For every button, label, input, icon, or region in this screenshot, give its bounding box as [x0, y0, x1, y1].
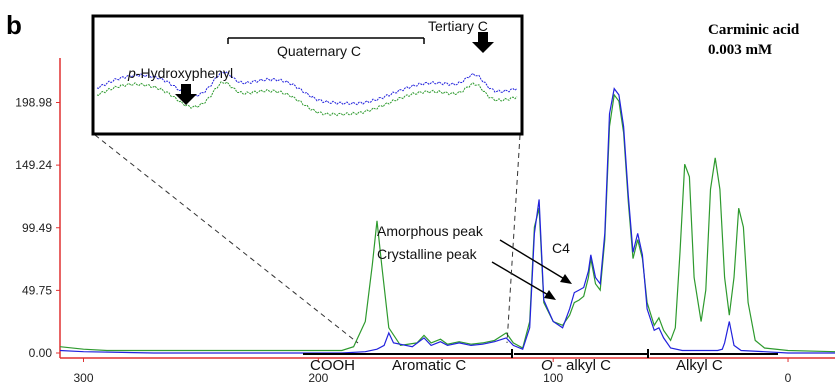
y-ticks: 0.00 49.75 99.49 149.24 198.98 [15, 96, 60, 360]
panel-label: b [6, 10, 22, 40]
x-ticks: 300 200 100 0 [73, 358, 792, 385]
annotation-hydroxyphenyl: p-Hydroxyphenyl [127, 65, 233, 81]
chart-title-line1: Carminic acid [708, 22, 800, 38]
y-tick-label: 49.75 [22, 283, 52, 297]
region-label-o-prefix: O [541, 357, 553, 374]
y-tick-label: 198.98 [15, 96, 52, 110]
x-tick-label: 300 [73, 371, 93, 385]
y-tick-label: 99.49 [22, 221, 52, 235]
annotation-crystalline: Crystalline peak [377, 246, 478, 262]
region-label-alkyl: Alkyl C [676, 357, 723, 374]
annotation-tertiary: Tertiary C [428, 18, 488, 34]
arrow-crystalline [491, 261, 551, 297]
region-label-o-alkyl: O - alkyl C [541, 357, 611, 374]
annotation-hydroxyphenyl-prefix: p [127, 65, 136, 81]
arrow-hydroxyphenyl [175, 84, 197, 105]
series-line-green [59, 93, 836, 353]
arrow-crystalline-head [544, 290, 556, 300]
series-line-blue [59, 87, 835, 354]
arrow-tertiary [472, 32, 494, 53]
chart-title-line2: 0.003 mM [708, 42, 772, 58]
annotation-c4: C4 [552, 240, 570, 256]
arrow-amorphous-head [560, 274, 572, 284]
region-label-aromatic: Aromatic C [392, 357, 466, 374]
x-tick-label: 0 [785, 371, 792, 385]
annotation-quaternary: Quaternary C [277, 43, 361, 59]
annotation-amorphous: Amorphous peak [377, 223, 484, 239]
annotation-hydroxyphenyl-text: -Hydroxyphenyl [136, 65, 233, 81]
x-tick-label: 100 [543, 371, 563, 385]
region-brackets [303, 349, 778, 358]
zoom-line-left [94, 134, 359, 344]
x-tick-label: 200 [308, 371, 328, 385]
y-tick-label: 0.00 [29, 346, 53, 360]
y-tick-label: 149.24 [15, 158, 52, 172]
region-label-o-suffix: - alkyl C [553, 357, 612, 374]
region-label-cooh: COOH [310, 357, 355, 374]
inset: Quaternary C Tertiary C p-Hydroxyphenyl [91, 14, 524, 136]
inset-series-blue [96, 70, 518, 106]
arrow-amorphous [499, 239, 567, 281]
inset-series-green [96, 81, 518, 117]
inset-frame [91, 14, 524, 136]
zoom-line-right [506, 134, 521, 344]
